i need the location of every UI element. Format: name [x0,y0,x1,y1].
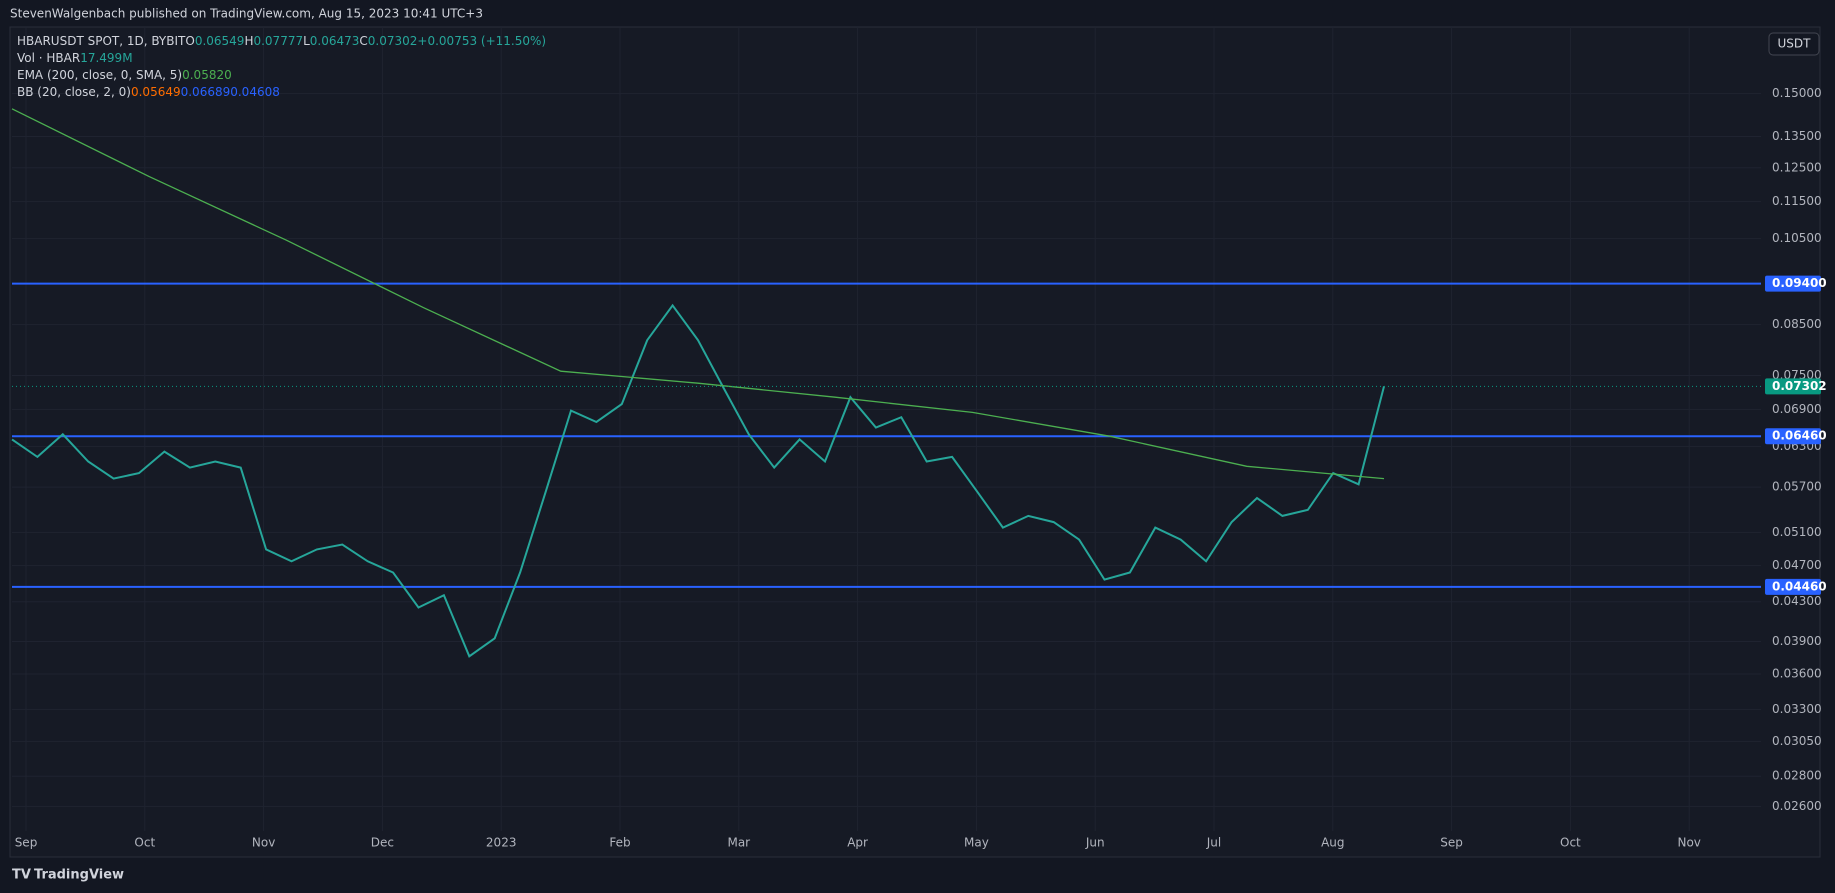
x-tick-label: Sep [1440,836,1463,850]
level-badge [1765,428,1821,445]
plot: 0.09400 0.06460 0.04460 0.07302 [11,108,1827,658]
legend-row: EMA (200, close, 0, SMA, 5)0.05820 [17,68,232,82]
ema-value: 0.05820 [182,68,232,82]
legend-row: BB (20, close, 2, 0)0.056490.066890.0460… [17,85,280,99]
level-badge [1765,275,1821,292]
volume-value: 17.499M [80,51,132,65]
x-tick-label: Oct [1560,836,1581,850]
legend-row: HBARUSDT SPOT, 1D, BYBITO0.06549H0.07777… [17,34,546,48]
ohlc-value: 0.06473 [310,34,360,48]
x-tick-label: 2023 [486,836,517,850]
x-tick-label: May [964,836,989,850]
y-tick-label: 0.10500 [1772,231,1822,245]
x-tick-label: Nov [252,836,275,850]
x-tick-label: Mar [727,836,750,850]
x-tick-label: Dec [371,836,394,850]
y-tick-label: 0.11500 [1772,194,1822,208]
x-tick-label: Sep [15,836,38,850]
y-tick-label: 0.05100 [1772,525,1822,539]
symbol: HBARUSDT SPOT, 1D, BYBIT [17,34,186,48]
series-line [11,303,1385,658]
y-tick-label: 0.04300 [1772,594,1822,608]
x-tick-label: Feb [609,836,630,850]
x-tick-label: Jul [1206,836,1221,850]
legend-row: Vol · HBAR17.499M [17,51,133,65]
publisher-line: StevenWalgenbach published on TradingVie… [10,7,483,21]
ohlc-value: 0.07302 [368,34,418,48]
y-tick-label: 0.06900 [1772,402,1822,416]
volume-name: Vol · HBAR [17,51,80,65]
x-tick-label: Nov [1677,836,1700,850]
y-tick-label: 0.03050 [1772,734,1822,748]
ema-name: EMA (200, close, 0, SMA, 5) [17,68,182,82]
change: +0.00753 (+11.50%) [417,34,546,48]
y-tick-label: 0.02600 [1772,799,1822,813]
ohlc-value: 0.06549 [195,34,245,48]
level-label: 0.06460 [1772,429,1827,443]
level-label: 0.04460 [1772,579,1827,593]
ohlc-label: L [303,34,310,48]
bb-name: BB (20, close, 2, 0) [17,85,131,99]
level-badge [1765,578,1821,595]
y-tick-label: 0.04700 [1772,558,1822,572]
ohlc-label: H [244,34,253,48]
last-price-label: 0.07302 [1772,379,1827,393]
bb-value: 0.04608 [230,85,280,99]
grid: 0.15000 0.13500 0.12500 0.11500 0.10500 0.085… [12,27,1822,850]
y-tick-label: 0.12500 [1772,160,1822,174]
y-tick-label: 0.08500 [1772,317,1822,331]
currency-label[interactable]: USDT [1778,37,1812,51]
legend: HBARUSDT SPOT, 1D, BYBITO0.06549H0.07777… [17,34,546,99]
y-tick-label: 0.15000 [1772,86,1822,100]
level-label: 0.09400 [1772,276,1827,290]
brand: TradingView [34,868,124,883]
y-tick-label: 0.02800 [1772,769,1822,783]
y-tick-label: 0.13500 [1772,129,1822,143]
x-tick-label: Aug [1321,836,1344,850]
ohlc-value: 0.07777 [253,34,303,48]
ohlc-label: C [359,34,367,48]
x-tick-label: Apr [847,836,868,850]
ohlc-label: O [185,34,194,48]
y-tick-label: 0.03900 [1772,634,1822,648]
series-line [11,108,1385,480]
brand-logo: 𝗧𝗩 [12,868,31,883]
currency-button[interactable] [1768,32,1820,56]
x-tick-label: Jun [1085,836,1105,850]
bb-value: 0.06689 [181,85,231,99]
y-tick-label: 0.03300 [1772,702,1822,716]
y-tick-label: 0.05700 [1772,480,1822,494]
y-tick-label: 0.03600 [1772,666,1822,680]
x-tick-label: Oct [134,836,155,850]
last-price-badge [1765,378,1821,395]
bb-value: 0.05649 [131,85,181,99]
